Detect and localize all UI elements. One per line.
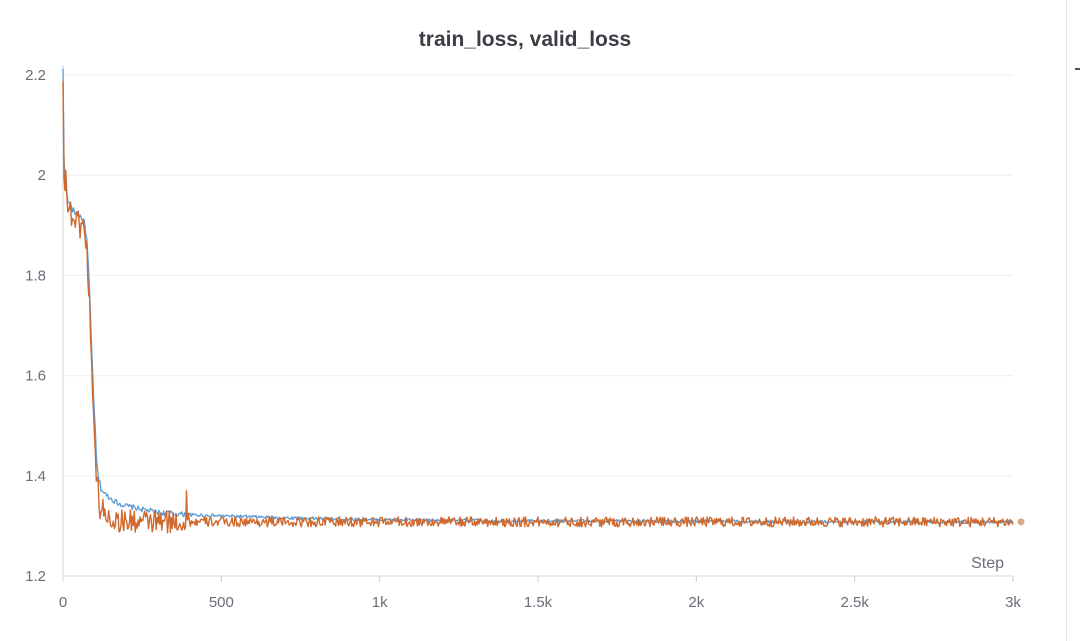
- series-lines: [62, 68, 1025, 534]
- x-tick-label: 0: [59, 594, 67, 611]
- y-tick-label: 2.2: [25, 67, 46, 84]
- series-line-1[interactable]: [62, 68, 1014, 525]
- x-tick-label: 1.5k: [524, 594, 553, 611]
- series-end-marker: [1017, 518, 1025, 526]
- x-tick-label: 3k: [1005, 594, 1021, 611]
- chart-title: train_loss, valid_loss: [418, 28, 632, 51]
- x-tick-label: 500: [209, 594, 234, 611]
- y-tick-label: 1.8: [25, 267, 46, 284]
- tick-labels: 1.2 1.4 1.6 1.8 2 2.2 0 500 1k 1.5k 2k 2.5k 3k Step: [25, 67, 1021, 611]
- panel-edge-marker: [1075, 68, 1080, 70]
- y-tick-label: 1.6: [25, 368, 46, 385]
- panel-divider: [1066, 0, 1067, 641]
- x-tick-label: 2.5k: [840, 594, 869, 611]
- x-tick-label: 1k: [372, 594, 388, 611]
- gridlines: [63, 74, 1013, 577]
- x-axis-title: Step: [971, 555, 1004, 572]
- x-tick-label: 2k: [688, 594, 704, 611]
- y-tick-label: 1.2: [25, 568, 46, 585]
- axes: [62, 65, 1014, 582]
- y-tick-label: 1.4: [25, 468, 46, 485]
- y-tick-label: 2: [38, 167, 46, 184]
- series-line-2[interactable]: [62, 81, 1014, 534]
